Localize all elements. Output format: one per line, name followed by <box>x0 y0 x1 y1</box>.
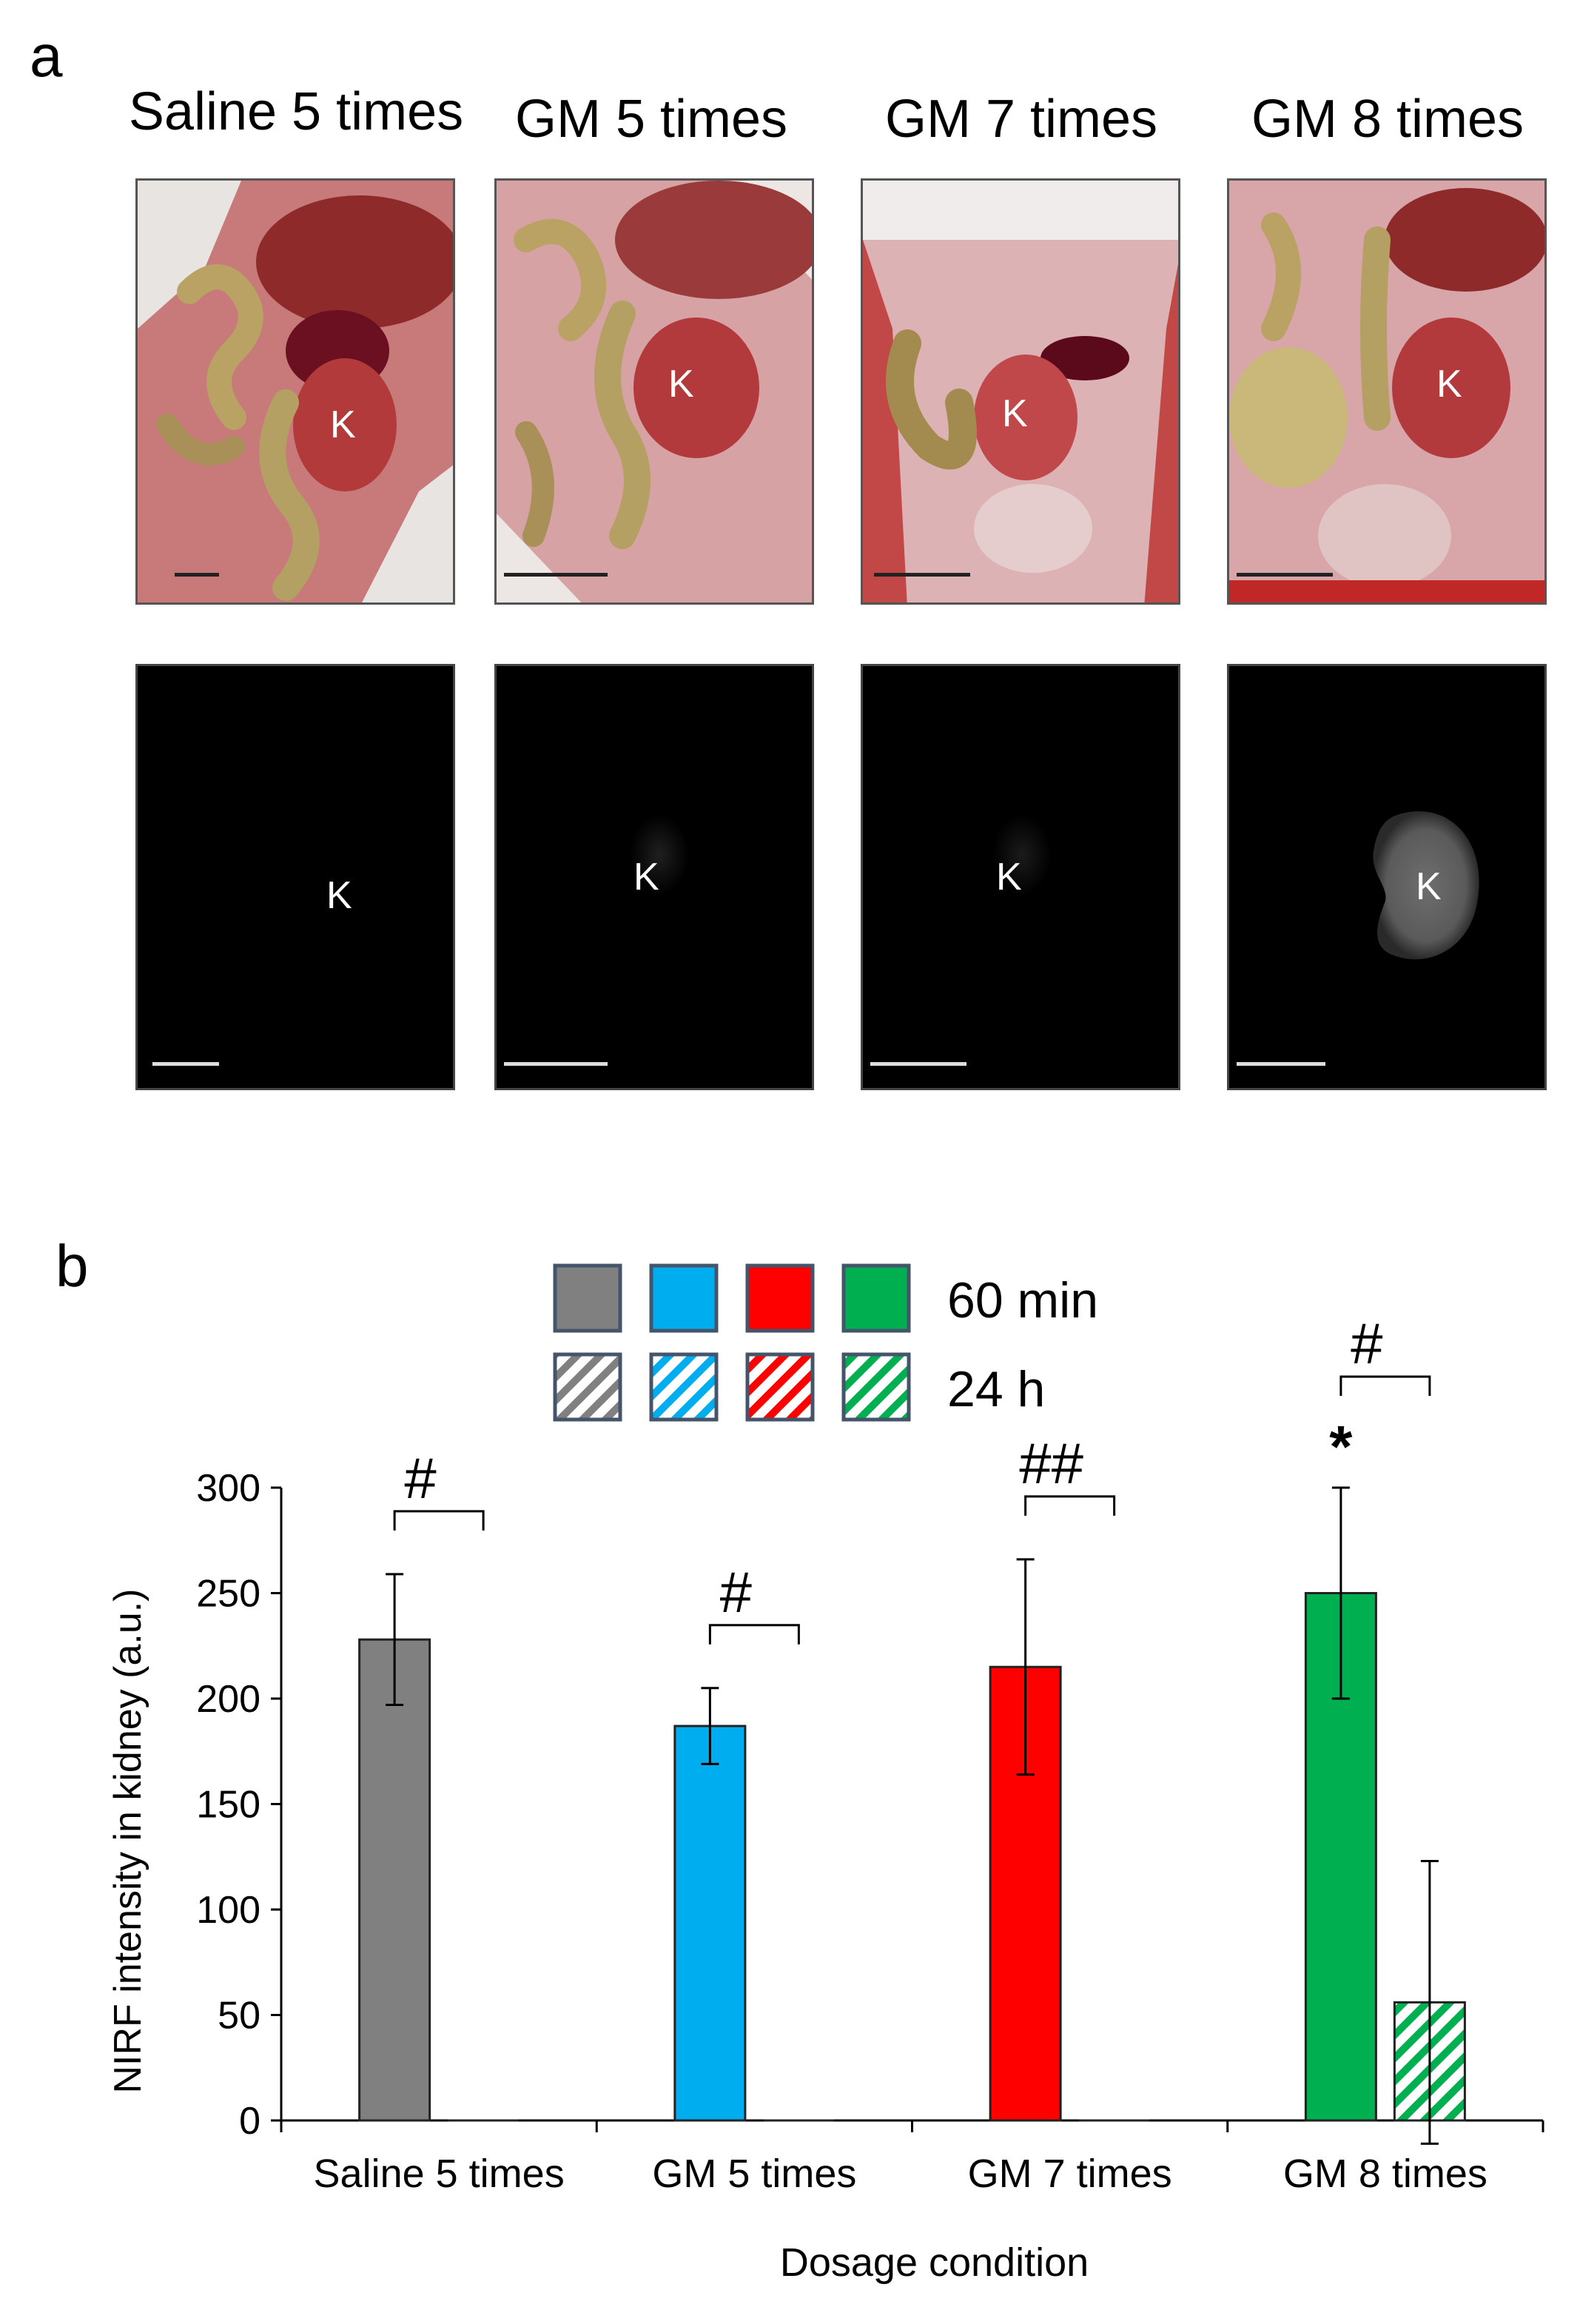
legend-swatch-24h <box>553 1352 622 1422</box>
kidney-label: K <box>1002 392 1028 435</box>
legend-swatch-60min <box>841 1263 911 1333</box>
chart-axes: 0 50 100 150 200 250 300 Saline 5 times GM 5 tim… <box>107 1467 1544 2285</box>
bar-60min <box>989 1665 1062 2122</box>
nirf-image-gm-5: K <box>494 664 814 1090</box>
nirf-image-gm-7: K <box>861 664 1180 1090</box>
significance-star: * <box>1329 1414 1353 1480</box>
kidney-label: K <box>633 856 659 899</box>
kidney-label: K <box>1416 865 1442 908</box>
scale-bar <box>175 573 219 577</box>
significance-bracket <box>1024 1495 1116 1516</box>
legend: 60 min 24 h <box>553 1263 1098 1422</box>
scale-bar <box>152 1062 219 1066</box>
scale-bar <box>874 573 970 577</box>
legend-swatch-60min <box>649 1263 719 1333</box>
x-axis-label: Dosage condition <box>780 2240 1089 2285</box>
legend-swatch-24h <box>745 1352 815 1422</box>
significance-label: # <box>1351 1311 1382 1376</box>
significance-bracket <box>1339 1375 1431 1396</box>
scale-bar <box>1237 1062 1325 1066</box>
y-tick-label: 200 <box>196 1678 260 1721</box>
panel-b-letter: b <box>56 1233 89 1299</box>
scale-bar <box>1237 573 1333 577</box>
nirf-image-gm-8: K <box>1227 664 1547 1090</box>
significance-bracket <box>708 1624 800 1645</box>
nirf-image-saline-5: K <box>135 664 455 1090</box>
bar-60min <box>673 1724 747 2122</box>
bar-60min <box>358 1638 431 2122</box>
scale-bar <box>504 573 608 577</box>
significance-label: # <box>404 1445 436 1511</box>
significance-label: ## <box>1019 1431 1083 1496</box>
column-title-gm-8: GM 8 times <box>1251 90 1524 149</box>
y-tick-label: 250 <box>196 1573 260 1616</box>
kidney-label: K <box>330 403 356 446</box>
y-tick-label: 300 <box>196 1467 260 1510</box>
x-tick-label: GM 7 times <box>968 2152 1172 2196</box>
y-tick-label: 50 <box>218 1995 260 2038</box>
chart-bars <box>358 1486 1466 2145</box>
x-tick-label: Saline 5 times <box>314 2152 565 2196</box>
scale-bar <box>504 1062 608 1066</box>
column-title-gm-7: GM 7 times <box>884 90 1158 149</box>
significance-bracket <box>393 1510 485 1531</box>
kidney-label: K <box>668 363 694 406</box>
kidney-label: K <box>996 856 1022 899</box>
x-tick-label: GM 5 times <box>652 2152 856 2196</box>
kidney-label: K <box>326 874 352 917</box>
column-title-saline-5: Saline 5 times <box>128 82 464 141</box>
y-axis-label: NIRF intensity in kidney (a.u.) <box>107 1588 149 2093</box>
scale-bar <box>870 1062 967 1066</box>
legend-label-24h: 24 h <box>947 1361 1045 1417</box>
dissection-photo-gm-5: K <box>494 178 814 605</box>
y-tick-label: 0 <box>239 2100 260 2143</box>
legend-label-60min: 60 min <box>947 1272 1098 1329</box>
bar-chart: 60 min 24 h 0 50 100 150 200 250 300 Saline 5 ti… <box>107 1263 1544 2285</box>
legend-swatch-60min <box>745 1263 815 1333</box>
y-tick-label: 150 <box>196 1784 260 1827</box>
y-tick-label: 100 <box>196 1889 260 1932</box>
kidney-fluorescence-signal <box>1373 811 1479 960</box>
legend-swatch-24h <box>649 1352 719 1422</box>
x-tick-label: GM 8 times <box>1283 2152 1487 2196</box>
legend-swatch-60min <box>553 1263 622 1333</box>
column-title-gm-5: GM 5 times <box>514 90 788 149</box>
dissection-photo-gm-7: K <box>861 178 1180 605</box>
kidney-label: K <box>1436 363 1462 406</box>
significance-label: # <box>720 1559 752 1625</box>
chart-annotations: #####* <box>393 1311 1431 1645</box>
panel-a-letter: a <box>30 23 63 89</box>
dissection-photo-gm-8: K <box>1227 178 1547 605</box>
dissection-photo-saline-5: K <box>135 178 455 605</box>
legend-swatch-24h <box>841 1352 911 1422</box>
